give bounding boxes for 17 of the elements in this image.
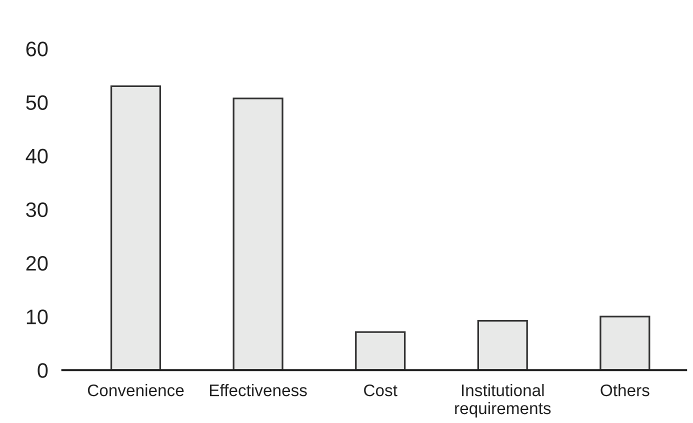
x-tick-label: Institutional requirements — [455, 384, 551, 418]
y-tick-label: 20 — [26, 256, 48, 271]
x-tick-label: Effectiveness — [210, 384, 307, 396]
y-tick-label: 0 — [38, 363, 48, 378]
bar — [477, 320, 528, 370]
y-tick-label: 40 — [26, 148, 48, 164]
y-tick-label: 50 — [26, 95, 48, 110]
x-tick-label: Convenience — [88, 384, 184, 396]
y-tick-label: 10 — [26, 310, 48, 324]
bar — [110, 85, 162, 370]
x-tick-label: Others — [600, 384, 650, 396]
y-tick-label: 60 — [26, 42, 48, 56]
bar — [355, 331, 406, 370]
x-tick-label: Cost — [364, 384, 398, 396]
bar — [600, 316, 650, 370]
y-tick-label: 30 — [26, 202, 48, 218]
bar — [232, 98, 284, 370]
